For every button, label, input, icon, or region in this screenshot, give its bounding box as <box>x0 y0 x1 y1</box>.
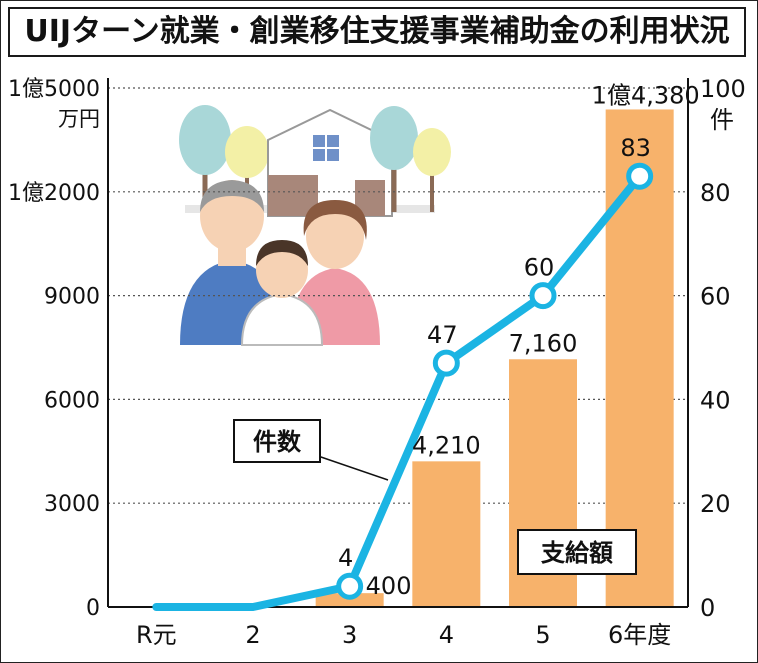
bar-label-2: 400 <box>366 572 412 600</box>
y-left-tick-label: 1億5000 <box>8 77 100 102</box>
bar-5 <box>605 109 674 608</box>
bar-callout: 支給額 <box>517 529 637 575</box>
line-callout: 件数 <box>233 419 389 481</box>
callout-bar-label: 支給額 <box>541 539 613 567</box>
callout-line-leader <box>317 455 389 481</box>
line-label-5: 83 <box>620 134 651 162</box>
bar-label-4: 7,160 <box>509 329 578 357</box>
line-label-4: 60 <box>524 254 555 282</box>
y-right-tick-label: 80 <box>700 179 731 207</box>
title-box: UIJターン就業・創業移住支援事業補助金の利用状況 <box>8 7 746 57</box>
x-tick-label: 2 <box>245 621 260 649</box>
y-left-tick-label: 6000 <box>44 388 100 413</box>
y-right-unit: 件 <box>710 106 734 134</box>
y-right-tick-label: 100 <box>700 75 746 103</box>
line-series <box>152 162 654 611</box>
line-point-4 <box>529 282 557 310</box>
y-right-tick-label: 60 <box>700 283 731 311</box>
bar-label-5: 1億4,380 <box>592 81 700 109</box>
chart-title: UIJターン就業・創業移住支援事業補助金の利用状況 <box>24 14 730 49</box>
bar-2 <box>315 593 384 607</box>
line-label-3: 47 <box>427 321 458 349</box>
y-left-tick-label: 1億2000 <box>8 181 100 206</box>
y-left-tick-label: 9000 <box>44 285 100 310</box>
line-point-2 <box>336 572 364 600</box>
callout-line-box <box>233 419 321 463</box>
callout-line-label: 件数 <box>253 428 302 456</box>
x-tick-label: R元 <box>136 621 177 649</box>
data-labels: 400 4,210 7,160 1億4,380 4 47 60 83 <box>338 81 700 600</box>
y-right-tick-label: 0 <box>700 594 715 622</box>
x-tick-label: 4 <box>439 621 454 649</box>
bar-label-3: 4,210 <box>412 431 481 459</box>
x-tick-label: 6年度 <box>608 621 671 649</box>
y-left-tick-label: 0 <box>86 596 100 621</box>
y-right-tick-label: 40 <box>700 386 731 414</box>
line-label-2: 4 <box>338 544 353 572</box>
line-point-3 <box>432 349 460 377</box>
tick-labels: 0 3000 6000 9000 1億2000 1億5000 万円 0 20 40 60 80 100 件… <box>8 75 746 649</box>
line-path <box>152 172 644 611</box>
callout-bar-box <box>517 529 637 575</box>
bar-3 <box>412 461 481 607</box>
x-tick-label: 5 <box>535 621 550 649</box>
bar-series <box>315 109 674 608</box>
line-point-5 <box>626 162 654 190</box>
grid-lines <box>108 87 688 504</box>
family-house-illustration <box>179 105 451 346</box>
y-left-tick-label: 3000 <box>44 492 100 517</box>
y-left-unit: 万円 <box>58 107 100 131</box>
y-right-tick-label: 20 <box>700 490 731 518</box>
x-tick-label: 3 <box>342 621 357 649</box>
